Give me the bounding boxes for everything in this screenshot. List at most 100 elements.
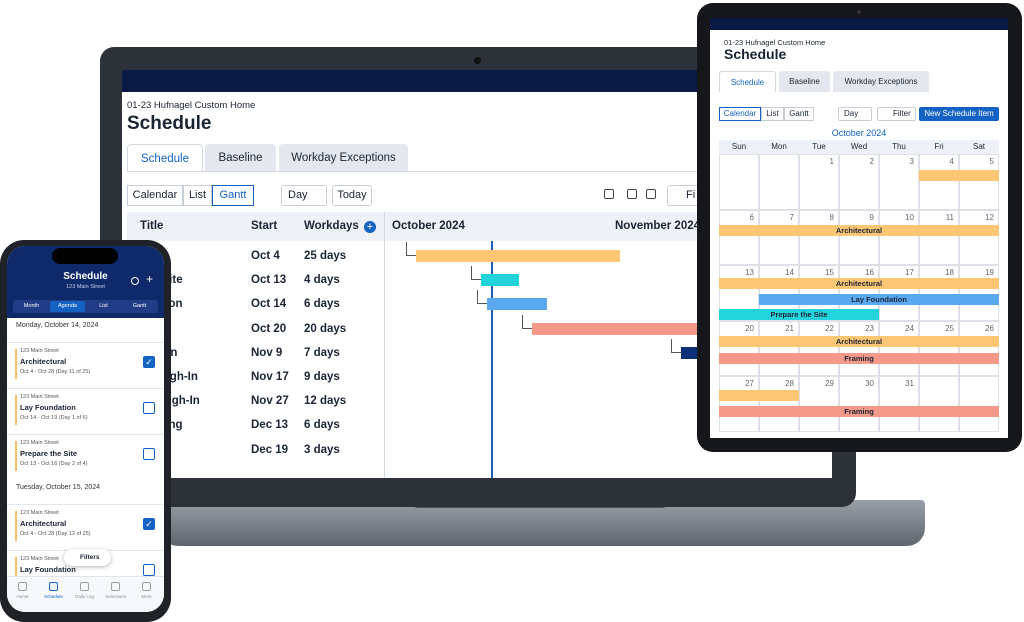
nav-label[interactable]: More xyxy=(141,594,152,599)
task-workdays: 6 days xyxy=(304,298,340,311)
day-select[interactable]: Day xyxy=(838,107,872,121)
tab-bar xyxy=(13,300,158,313)
gantt-bar[interactable] xyxy=(481,274,519,287)
task-start: Oct 4 xyxy=(251,250,280,262)
day-number: 24 xyxy=(905,323,914,333)
search-icon[interactable] xyxy=(131,277,139,285)
view-button[interactable]: Gantt xyxy=(784,107,814,121)
checkbox[interactable]: ✓ xyxy=(143,356,155,368)
add-icon[interactable]: + xyxy=(146,272,154,286)
item-address: 123 Main Street xyxy=(20,556,59,562)
day-select[interactable]: Day xyxy=(281,185,327,206)
day-cell xyxy=(919,376,959,432)
tab[interactable]: Workday Exceptions xyxy=(833,71,929,92)
today-button[interactable]: Today xyxy=(332,185,372,206)
column-header: Workdays xyxy=(304,220,359,232)
toolbar-icon[interactable] xyxy=(646,189,656,199)
weekday: Mon xyxy=(771,142,787,151)
notch xyxy=(52,248,118,264)
day-cell: 4 xyxy=(919,154,959,210)
day-cell: 12 xyxy=(959,209,999,265)
toolbar-icon[interactable] xyxy=(627,189,637,199)
checkbox[interactable] xyxy=(143,564,155,576)
nav-icon[interactable] xyxy=(18,582,27,591)
gantt-bar[interactable] xyxy=(532,322,702,335)
event-bar[interactable]: Architectural xyxy=(719,278,999,289)
tab[interactable]: List xyxy=(99,303,108,309)
view-button[interactable]: List xyxy=(183,185,212,206)
day-cell: 10 xyxy=(879,209,919,265)
item-title: Prepare the Site xyxy=(20,449,78,458)
day-number: 15 xyxy=(825,268,834,277)
day-cell: 2 xyxy=(839,154,879,210)
toolbar-icon[interactable] xyxy=(604,189,614,199)
day-number: 11 xyxy=(945,212,954,222)
month-title: October 2024 xyxy=(831,128,887,138)
tab[interactable]: Schedule xyxy=(719,71,776,92)
new-item-button[interactable]: New Schedule Item xyxy=(919,107,999,121)
nav-icon[interactable] xyxy=(49,582,58,591)
day-number: 7 xyxy=(789,212,794,222)
nav-label[interactable]: Home xyxy=(16,594,29,599)
event-bar[interactable]: Lay Foundation xyxy=(759,294,999,305)
day-cell: 7 xyxy=(759,209,799,265)
day-number: 8 xyxy=(829,212,834,222)
phone-screen: Schedule 123 Main Street + Month Agenda List G… xyxy=(7,246,164,612)
agenda-item[interactable]: 123 Main Street Prepare the Site Oct 13 - … xyxy=(7,434,164,478)
item-address: 123 Main Street xyxy=(20,394,59,400)
item-address: 123 Main Street xyxy=(20,510,59,516)
event-bar[interactable]: Prepare the Site xyxy=(719,309,879,320)
event-bar[interactable]: Framing xyxy=(719,406,999,417)
event-bar[interactable] xyxy=(919,170,999,181)
gantt-bar[interactable] xyxy=(416,250,620,262)
tab[interactable]: Agenda xyxy=(50,301,85,312)
day-cell: 27 xyxy=(719,376,759,432)
project-name: 01-23 Hufnagel Custom Home xyxy=(127,100,256,111)
checkbox[interactable] xyxy=(143,448,155,460)
tab[interactable]: Gantt xyxy=(132,303,147,309)
camera xyxy=(857,10,861,14)
tab[interactable]: Month xyxy=(23,303,40,309)
tab[interactable]: Schedule xyxy=(127,144,203,172)
agenda-item[interactable]: 123 Main Street Lay Foundation Oct 14 - Oc… xyxy=(7,388,164,432)
event-bar[interactable]: Architectural xyxy=(719,336,999,347)
item-title: Lay Foundation xyxy=(20,403,76,412)
day-number: 27 xyxy=(745,379,754,388)
agenda-item[interactable]: 123 Main Street Architectural Oct 4 - Oct … xyxy=(7,504,164,548)
day-cell: 19 xyxy=(959,265,999,321)
event-bar[interactable]: Framing xyxy=(719,353,999,364)
view-button[interactable]: List xyxy=(761,107,784,121)
add-column[interactable]: + xyxy=(364,221,376,233)
tab[interactable]: Baseline xyxy=(779,71,830,92)
day-number: 4 xyxy=(949,157,954,166)
nav-icon[interactable] xyxy=(80,582,89,591)
event-bar[interactable]: Architectural xyxy=(719,225,999,236)
day-number: 17 xyxy=(905,268,914,277)
nav-icon[interactable] xyxy=(142,582,151,591)
nav-label[interactable]: Schedule xyxy=(44,594,63,599)
gantt-bar[interactable] xyxy=(487,298,547,311)
checkbox[interactable]: ✓ xyxy=(143,518,155,530)
day-number: 12 xyxy=(985,212,994,222)
gantt-divider xyxy=(384,212,385,478)
task-workdays: 12 days xyxy=(304,395,347,408)
nav-icon[interactable] xyxy=(111,582,120,591)
task-workdays: 4 days xyxy=(304,274,340,287)
checkbox[interactable] xyxy=(143,402,155,414)
item-accent xyxy=(15,349,17,379)
day-number: 16 xyxy=(865,268,874,277)
day-cell: 20 xyxy=(719,320,759,376)
view-button[interactable]: Calendar xyxy=(127,185,183,206)
filters-pill[interactable]: Filters xyxy=(64,549,111,566)
filter-button[interactable]: Filter xyxy=(877,107,916,121)
view-button[interactable]: Calendar xyxy=(719,107,761,121)
tab[interactable]: Baseline xyxy=(205,144,276,172)
event-bar[interactable] xyxy=(719,390,799,401)
day-number: 6 xyxy=(749,212,754,222)
nav-label[interactable]: Daily Log xyxy=(75,594,94,599)
nav-label[interactable]: Selections xyxy=(105,594,126,599)
tab[interactable]: Workday Exceptions xyxy=(279,144,408,172)
day-number: 30 xyxy=(865,379,874,388)
agenda-item[interactable]: 123 Main Street Architectural Oct 4 - Oct … xyxy=(7,342,164,386)
view-button[interactable]: Gantt xyxy=(212,185,254,206)
